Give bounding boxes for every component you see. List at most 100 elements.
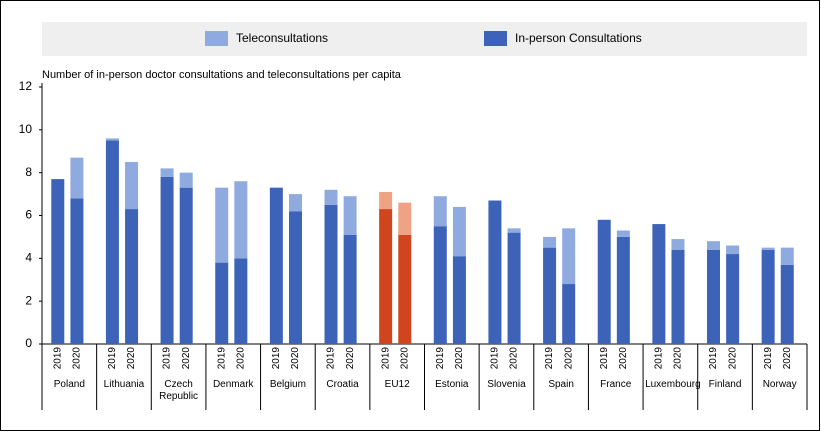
bar-segment [780,264,794,344]
bar-segment [215,262,229,344]
group-label: Poland [53,379,85,390]
bar-segment [160,176,174,344]
y-tick-label: 6 [25,208,32,222]
bar-segment [616,236,630,344]
y-tick-label: 2 [25,293,32,307]
bar-segment [288,211,302,344]
y-tick-label: 12 [19,79,33,93]
year-label: 2019 [380,347,391,370]
year-label: 2019 [544,347,555,370]
group-label: Denmark [212,379,254,390]
subtitle: Number of in-person doctor consultations… [42,69,402,81]
year-label: 2019 [162,347,173,370]
bar-segment [726,245,740,255]
bar-segment [343,196,357,235]
year-label: 2020 [727,347,738,370]
bar-segment [452,206,466,257]
bar-segment [671,239,685,250]
year-label: 2019 [490,347,501,370]
group-label: Czech Republic [159,379,199,402]
year-label: 2020 [454,347,465,370]
bar-segment [70,198,84,344]
bar-segment [562,228,576,285]
bar-segment [433,226,447,344]
legend-background [42,22,807,56]
bar-segment [324,189,338,205]
year-label: 2020 [399,347,410,370]
bar-segment [597,219,611,344]
legend-swatch [205,31,228,46]
legend-swatch [484,31,507,46]
bar-segment [179,172,193,188]
group-label: Slovenia [487,379,526,390]
group-label: Norway [762,379,797,390]
bar-segment [707,241,721,250]
bar-segment [398,202,412,235]
bar-segment [780,247,794,265]
bar-segment [379,191,393,210]
year-label: 2020 [72,347,83,370]
bar-segment [70,157,84,199]
group-label: Croatia [326,379,359,390]
year-label: 2019 [52,347,63,370]
y-tick-label: 0 [25,336,32,350]
y-tick-label: 10 [19,122,33,136]
bar-segment [616,230,630,237]
bar-segment [105,140,119,344]
year-label: 2020 [673,347,684,370]
bar-segment [707,249,721,344]
bar-segment [105,138,119,141]
year-label: 2020 [509,347,520,370]
y-tick-label: 4 [25,251,32,265]
bar-segment [179,187,193,344]
bar-segment [726,254,740,344]
year-label: 2019 [599,347,610,370]
bar-segment [452,256,466,344]
legend-label: Teleconsultations [236,31,328,45]
year-label: 2019 [654,347,665,370]
group-label: Spain [548,379,574,390]
bar-segment [160,168,174,177]
bar-segment [433,196,447,227]
year-label: 2019 [326,347,337,370]
year-label: 2019 [708,347,719,370]
group-label: France [600,379,632,390]
bar-segment [543,247,557,344]
bar-segment [234,258,248,344]
bar-segment [288,194,302,212]
bar-segment [562,284,576,344]
bar-segment [125,209,139,344]
bar-segment [761,247,775,250]
group-label: Lithuania [103,379,145,390]
year-label: 2020 [181,347,192,370]
year-label: 2020 [563,347,574,370]
bar-segment [488,200,502,344]
year-label: 2020 [345,347,356,370]
year-label: 2019 [435,347,446,370]
group-label: Luxembourg [645,379,701,390]
bar-segment [507,228,521,233]
legend-label: In-person Consultations [515,31,642,45]
year-label: 2020 [618,347,629,370]
group-label: Belgium [269,379,306,390]
bar-segment [234,181,248,259]
bar-segment [671,249,685,344]
bar-segment [324,204,338,344]
bar-segment [761,249,775,344]
bar-segment [543,236,557,248]
bar-segment [269,187,283,344]
bar-segment [343,234,357,344]
y-tick-label: 8 [25,165,32,179]
year-label: 2020 [290,347,301,370]
group-label: Estonia [435,379,469,390]
bar-segment [125,161,139,210]
group-label: EU12 [384,379,410,390]
bar-segment [398,234,412,344]
bar-segment [507,232,521,344]
bar-segment [51,179,65,344]
bar-segment [215,187,229,263]
year-label: 2019 [763,347,774,370]
year-label: 2020 [235,347,246,370]
